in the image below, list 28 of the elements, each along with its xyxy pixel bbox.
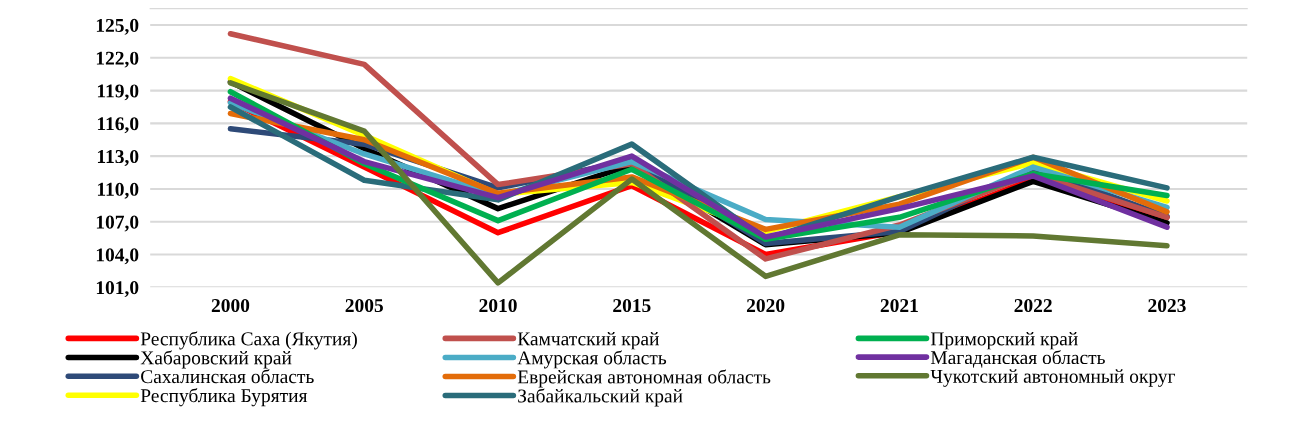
- legend-label: Сахалинская область: [141, 369, 314, 384]
- y-tick-label: 110,0: [97, 182, 139, 199]
- y-tick-label: 113,0: [97, 149, 139, 166]
- legend-label: Забайкальский край: [518, 388, 683, 407]
- x-tick-label: 2021: [880, 298, 918, 313]
- y-tick-label: 107,0: [96, 215, 139, 232]
- legend-label: Республика Саха (Якутия): [140, 331, 357, 350]
- x-tick-label: 2022: [1014, 298, 1052, 313]
- legend-label: Камчатский край: [517, 331, 660, 350]
- legend-label: Приморский край: [930, 331, 1078, 350]
- y-tick-label: 125,0: [96, 18, 139, 35]
- x-tick-label: 2000: [211, 298, 250, 313]
- y-tick-label: 119,0: [97, 84, 139, 101]
- x-tick-label: 2010: [479, 298, 517, 313]
- y-tick-label: 104,0: [96, 248, 139, 265]
- x-tick-label: 2023: [1148, 298, 1186, 313]
- legend-label: Магаданская область: [930, 350, 1105, 368]
- y-tick-label: 116,0: [97, 117, 139, 134]
- legend-label: Республика Бурятия: [140, 388, 308, 407]
- legend-label: Чукотский автономный округ: [930, 369, 1176, 387]
- legend-label: Еврейская автономная область: [517, 369, 771, 388]
- x-tick-label: 2015: [613, 298, 651, 313]
- x-tick-label: 2020: [746, 298, 785, 313]
- x-tick-label: 2005: [345, 298, 383, 313]
- y-tick-label: 101,0: [96, 281, 139, 298]
- legend-label: Хабаровский край: [140, 350, 292, 369]
- y-tick-label: 122,0: [96, 51, 139, 68]
- legend-label: Амурская область: [517, 350, 667, 369]
